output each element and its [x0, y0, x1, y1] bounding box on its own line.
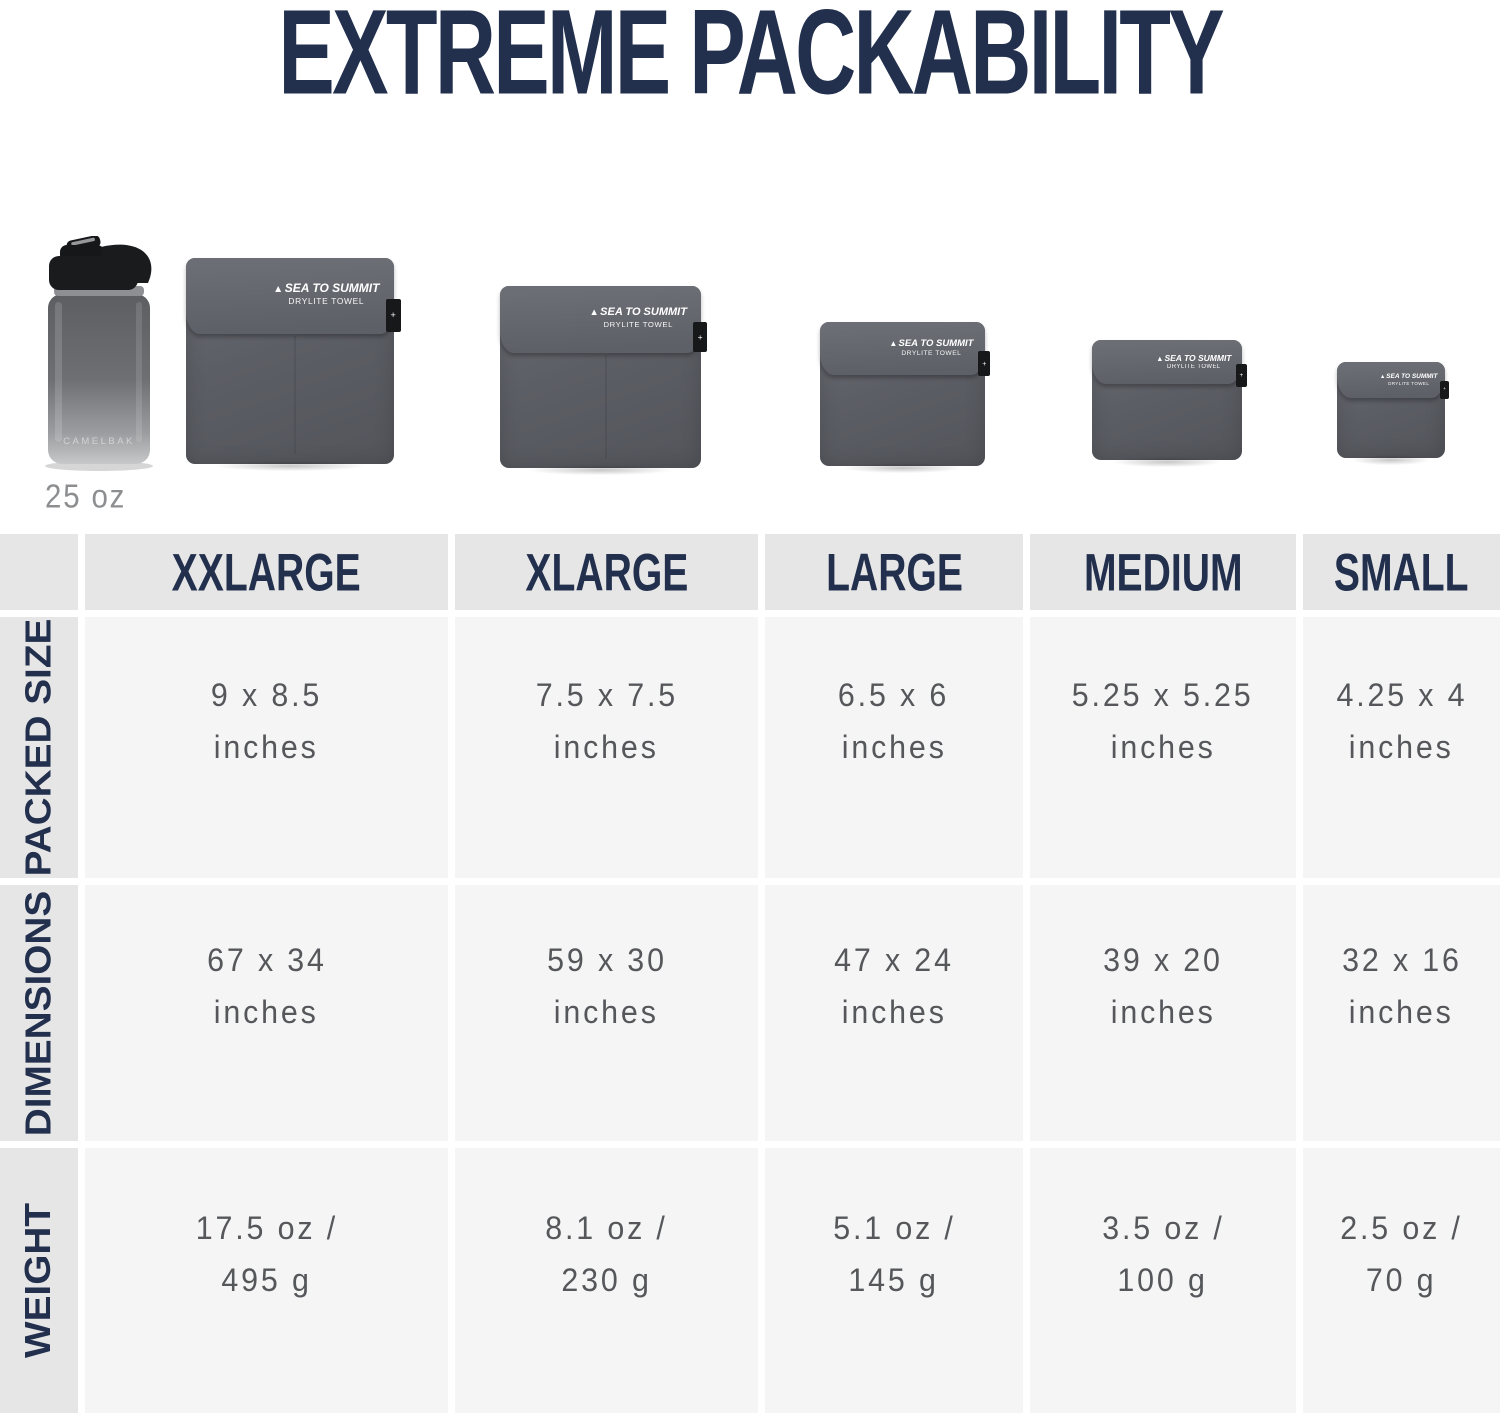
pouch-flap — [186, 258, 394, 335]
sea-to-summit-logo-icon: ▲ — [1379, 373, 1386, 380]
dry-plus-tag-icon: + — [1440, 381, 1449, 399]
dry-plus-tag-icon: + — [693, 322, 708, 353]
pouch-small-image: ▲SEA TO SUMMIT DRYLITE TOWEL + — [1337, 362, 1449, 467]
pouch-shadow — [823, 461, 982, 475]
bottle-size-label: 25 oz — [45, 477, 127, 515]
sea-to-summit-logo-icon: ▲ — [589, 307, 599, 318]
table-cell-packed-medium: 5.25 x 5.25 inches — [1030, 617, 1296, 878]
pouch-logo: ▲SEA TO SUMMIT DRYLITE TOWEL — [889, 337, 974, 357]
row-label-dimensions: DIMENSIONS — [0, 885, 78, 1141]
column-header-small: SMALL — [1303, 534, 1500, 610]
pouch-shadow — [1339, 453, 1443, 467]
pouch-shadow — [190, 459, 390, 473]
table-cell-weight-xxlarge: 17.5 oz / 495 g — [85, 1148, 448, 1413]
dry-plus-tag-icon: + — [385, 299, 401, 332]
pouch-shadow — [504, 463, 697, 477]
pouch-xlarge-image: ▲SEA TO SUMMIT DRYLITE TOWEL + — [500, 286, 708, 477]
sea-to-summit-logo-icon: ▲ — [273, 283, 284, 295]
table-corner-cell — [0, 534, 78, 610]
pouch-xxlarge-image: ▲ SEA TO SUMMIT DRYLITE TOWEL + — [186, 258, 401, 473]
pouch-logo: ▲SEA TO SUMMIT DRYLITE TOWEL — [1156, 353, 1232, 370]
pouch-flap — [1337, 362, 1445, 398]
product-strip: CAMELBAK 25 oz ▲ SEA TO SUMMIT DRYLITE TO… — [0, 0, 1500, 530]
dry-plus-tag-icon: + — [978, 350, 991, 377]
column-header-xxlarge: XXLARGE — [85, 534, 448, 610]
pouch-logo: ▲SEA TO SUMMIT DRYLITE TOWEL — [1379, 372, 1438, 386]
table-cell-weight-medium: 3.5 oz / 100 g — [1030, 1148, 1296, 1413]
table-cell-packed-xxlarge: 9 x 8.5 inches — [85, 617, 448, 878]
table-cell-weight-xlarge: 8.1 oz / 230 g — [455, 1148, 758, 1413]
row-label-packed-size: PACKED SIZE — [0, 617, 78, 878]
table-cell-dimensions-medium: 39 x 20 inches — [1030, 885, 1296, 1141]
table-cell-weight-large: 5.1 oz / 145 g — [765, 1148, 1023, 1413]
pouch-shadow — [1095, 455, 1239, 469]
water-bottle-image: CAMELBAK — [45, 236, 153, 471]
pouch-large-image: ▲SEA TO SUMMIT DRYLITE TOWEL + — [820, 322, 991, 475]
column-header-large: LARGE — [765, 534, 1023, 610]
column-header-xlarge: XLARGE — [455, 534, 758, 610]
row-label-weight: WEIGHT — [0, 1148, 78, 1413]
table-cell-dimensions-large: 47 x 24 inches — [765, 885, 1023, 1141]
sea-to-summit-logo-icon: ▲ — [889, 338, 898, 348]
pouch-flap — [1092, 340, 1242, 385]
table-cell-dimensions-xlarge: 59 x 30 inches — [455, 885, 758, 1141]
comparison-table: XXLARGE XLARGE LARGE MEDIUM SMALL PACKED… — [0, 534, 1500, 1413]
table-cell-dimensions-small: 32 x 16 inches — [1303, 885, 1500, 1141]
table-cell-dimensions-xxlarge: 67 x 34 inches — [85, 885, 448, 1141]
pouch-flap — [820, 322, 985, 376]
table-cell-packed-large: 6.5 x 6 inches — [765, 617, 1023, 878]
pouch-logo: ▲SEA TO SUMMIT DRYLITE TOWEL — [589, 306, 687, 329]
sea-to-summit-logo-icon: ▲ — [1156, 354, 1164, 364]
bottle-brand-label: CAMELBAK — [63, 436, 135, 447]
page-title: EXTREME PACKABILITY — [278, 0, 1224, 120]
pouch-medium-image: ▲SEA TO SUMMIT DRYLITE TOWEL + — [1092, 340, 1247, 469]
table-cell-packed-xlarge: 7.5 x 7.5 inches — [455, 617, 758, 878]
dry-plus-tag-icon: + — [1236, 364, 1247, 387]
column-header-medium: MEDIUM — [1030, 534, 1296, 610]
table-cell-weight-small: 2.5 oz / 70 g — [1303, 1148, 1500, 1413]
pouch-flap — [500, 286, 701, 354]
pouch-logo: ▲SEA TO SUMMIT DRYLITE TOWEL — [273, 280, 380, 307]
table-cell-packed-small: 4.25 x 4 inches — [1303, 617, 1500, 878]
